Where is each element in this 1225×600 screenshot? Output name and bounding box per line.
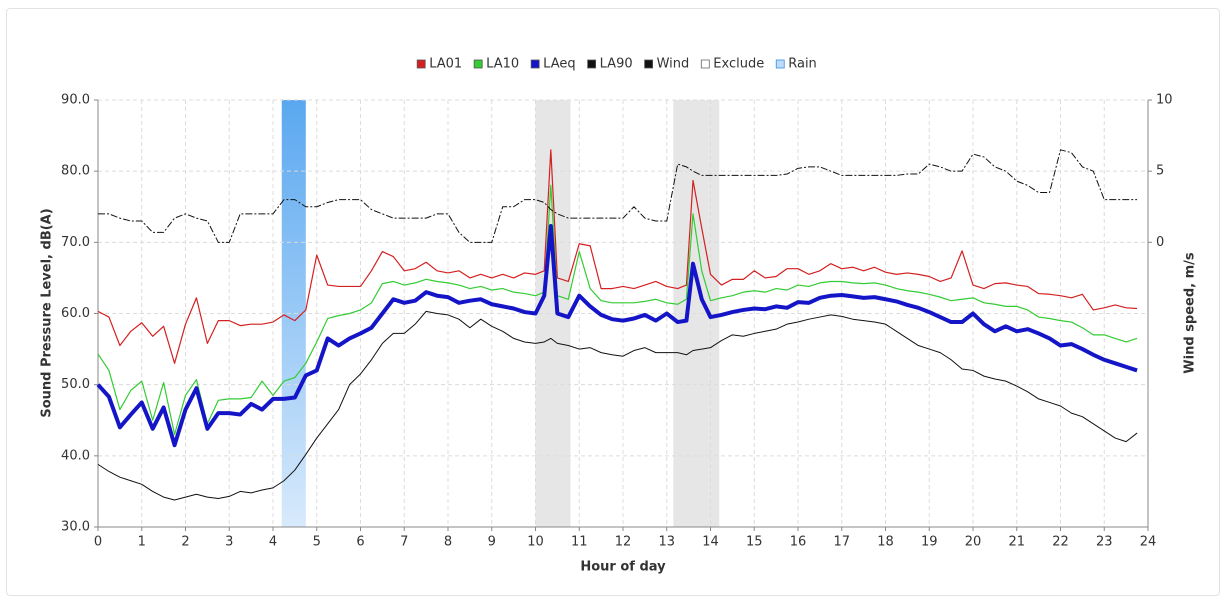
x-tick-label: 9: [488, 535, 496, 550]
x-tick-label: 24: [1140, 535, 1157, 550]
x-tick-label: 20: [965, 535, 982, 550]
legend-swatch: [530, 59, 540, 69]
x-tick-label: 1: [138, 535, 146, 550]
y-axis-title: Sound Pressure Level, dB(A): [40, 208, 55, 417]
y-tick-label: 40.0: [61, 448, 90, 463]
legend-label: LAeq: [543, 57, 575, 72]
y-tick-label: 80.0: [61, 164, 90, 179]
y2-tick-label: 10: [1156, 93, 1173, 108]
legend-label: Wind: [657, 57, 690, 72]
legend: LA01 LA10 LAeq LA90 Wind Exclude Rain: [416, 57, 817, 72]
series-line: [97, 149, 1138, 364]
legend-label: Rain: [788, 57, 817, 72]
x-tick-label: 15: [746, 535, 763, 550]
x-tick-label: 5: [313, 535, 321, 550]
x-tick-label: 7: [400, 535, 408, 550]
series-line: [97, 184, 1138, 436]
legend-swatch: [416, 59, 426, 69]
x-tick-label: 10: [527, 535, 544, 550]
legend-label: Exclude: [713, 57, 764, 72]
x-tick-label: 8: [444, 535, 452, 550]
legend-swatch: [473, 59, 483, 69]
legend-swatch: [700, 59, 710, 69]
legend-swatch: [587, 59, 597, 69]
x-tick-label: 21: [1008, 535, 1025, 550]
x-tick-label: 13: [658, 535, 675, 550]
legend-swatch: [644, 59, 654, 69]
wind-line: [98, 149, 1138, 243]
x-tick-label: 17: [833, 535, 850, 550]
x-tick-label: 18: [877, 535, 894, 550]
legend-label: LA90: [600, 57, 633, 72]
y2-axis-title: Wind speed, m/s: [1183, 252, 1198, 374]
x-tick-label: 16: [790, 535, 807, 550]
x-axis-title: Hour of day: [580, 560, 666, 575]
series-line: [97, 310, 1138, 501]
x-tick-label: 23: [1096, 535, 1113, 550]
legend-label: LA10: [486, 57, 519, 72]
x-tick-label: 14: [702, 535, 719, 550]
y-tick-label: 50.0: [61, 377, 90, 392]
x-tick-label: 11: [571, 535, 588, 550]
series-line: [96, 223, 1138, 448]
frame: [6, 8, 1220, 596]
x-tick-label: 0: [94, 535, 102, 550]
y-tick-label: 60.0: [61, 306, 90, 321]
y-tick-label: 30.0: [61, 520, 90, 535]
x-tick-label: 19: [921, 535, 938, 550]
x-tick-label: 2: [181, 535, 189, 550]
y-tick-label: 70.0: [61, 235, 90, 250]
legend-swatch: [775, 59, 785, 69]
x-tick-label: 3: [225, 535, 233, 550]
y-tick-label: 90.0: [61, 93, 90, 108]
legend-label: LA01: [429, 57, 462, 72]
x-tick-label: 12: [615, 535, 632, 550]
x-tick-label: 22: [1052, 535, 1069, 550]
x-tick-label: 4: [269, 535, 277, 550]
y2-tick-label: 5: [1156, 164, 1164, 179]
y2-tick-label: 0: [1156, 235, 1164, 250]
x-tick-label: 6: [356, 535, 364, 550]
